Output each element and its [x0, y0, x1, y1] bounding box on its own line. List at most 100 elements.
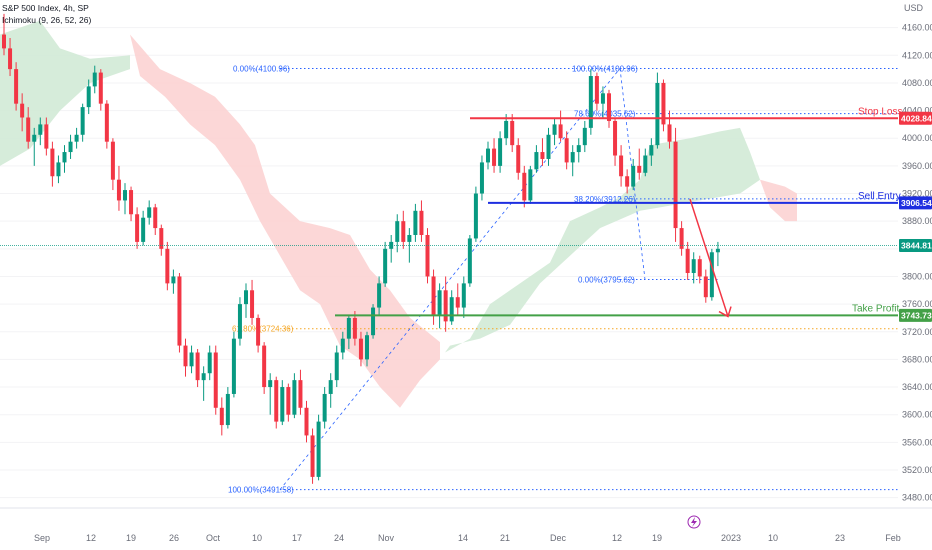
candle	[473, 186, 478, 242]
y-tick-label: 3720.00	[902, 327, 932, 337]
candle-body	[250, 290, 255, 318]
candle	[637, 148, 642, 180]
candle	[407, 228, 412, 263]
candles	[2, 13, 720, 484]
y-tick-label: 3600.00	[902, 410, 932, 420]
fib-label: 78.60%(4035.62)	[574, 110, 636, 119]
candle	[244, 283, 248, 318]
candle	[250, 279, 255, 325]
candle-body	[165, 248, 170, 284]
candle	[365, 331, 369, 367]
candle-body	[510, 120, 515, 146]
candle	[570, 145, 575, 177]
level-tag: 3743.73	[901, 310, 932, 320]
candle	[340, 331, 345, 360]
candle-body	[558, 124, 563, 139]
candle	[26, 107, 31, 149]
candle	[123, 183, 127, 215]
y-tick-label: 3880.00	[902, 216, 932, 226]
cloud-band	[445, 127, 760, 353]
candle	[528, 165, 533, 204]
y-tick-label: 3960.00	[902, 161, 932, 171]
candle-body	[552, 124, 557, 135]
candle	[479, 155, 484, 201]
candle	[231, 331, 236, 398]
candle	[189, 345, 194, 374]
candle-body	[703, 276, 708, 298]
candle	[486, 141, 490, 170]
candle-body	[425, 234, 430, 277]
candle	[8, 38, 13, 77]
candle-body	[116, 179, 121, 201]
candle	[56, 155, 61, 184]
candle	[522, 165, 527, 208]
candle-body	[189, 352, 194, 367]
candle	[213, 345, 218, 415]
candle	[44, 117, 49, 156]
chart-legend: S&P 500 Index, 4h, SP Ichimoku (9, 26, 5…	[2, 2, 91, 26]
candle-body	[141, 217, 146, 242]
candle	[703, 269, 708, 303]
candle-body	[582, 127, 587, 146]
candle-body	[407, 234, 412, 242]
candle	[419, 200, 424, 242]
candle-body	[401, 221, 406, 242]
projection-arrow	[689, 198, 729, 317]
candle	[371, 304, 376, 339]
price-axis[interactable]: USD 3480.00 3520.00 3560.00 3600.00 3640.00 36…	[899, 3, 932, 503]
candle-body	[534, 152, 539, 170]
x-tick-label: 10	[768, 533, 778, 543]
candle-body	[607, 93, 611, 121]
candle	[74, 127, 79, 149]
candle	[679, 221, 684, 256]
candle-body	[473, 193, 478, 239]
candle-body	[44, 124, 49, 149]
candle	[389, 234, 394, 263]
y-tick-label: 3800.00	[902, 271, 932, 281]
candle-body	[637, 165, 642, 173]
candle	[14, 62, 19, 111]
candle-body	[237, 304, 242, 339]
candle	[625, 169, 630, 194]
candle-body	[195, 352, 200, 381]
y-tick-label: 3920.00	[902, 189, 932, 199]
candle	[449, 290, 454, 325]
candle	[576, 138, 581, 163]
candle	[92, 65, 97, 94]
candle-body	[322, 393, 327, 422]
level-tag-bg	[899, 196, 932, 210]
candle	[455, 283, 460, 315]
candle-body	[153, 207, 158, 229]
candle-body	[225, 393, 230, 426]
candle-body	[619, 155, 624, 177]
current-price-tag-bg	[899, 238, 932, 252]
candle-body	[80, 107, 85, 135]
candle-body	[26, 117, 31, 142]
candle-body	[715, 248, 720, 253]
candle	[68, 134, 73, 159]
candle-body	[310, 435, 315, 477]
fib-label: 38.20%(3912.26)	[574, 195, 636, 204]
candle-body	[244, 290, 248, 305]
y-tick-label: 4120.00	[902, 50, 932, 60]
y-tick-label: 3760.00	[902, 299, 932, 309]
candle-body	[32, 134, 37, 142]
indicator-label: Ichimoku (9, 26, 52, 26)	[2, 15, 92, 25]
lightning-icon[interactable]	[687, 515, 701, 529]
candle	[564, 131, 569, 170]
x-tick-label: 19	[652, 533, 662, 543]
candle	[552, 117, 557, 146]
candle	[413, 203, 418, 242]
candle-body	[304, 407, 309, 436]
candle	[498, 131, 503, 173]
time-axis[interactable]: Sep 12 19 26 Oct 10 17 24 Nov 14 21 Dec 12 19 2023 10 23…	[0, 507, 932, 543]
level-label: Take Profit	[852, 303, 899, 314]
candle	[334, 345, 339, 388]
candle	[685, 241, 690, 280]
x-tick-label: Oct	[206, 533, 221, 543]
candle-body	[449, 297, 454, 322]
candle-body	[655, 82, 660, 146]
candle	[588, 69, 593, 135]
x-tick-label: 21	[500, 533, 510, 543]
